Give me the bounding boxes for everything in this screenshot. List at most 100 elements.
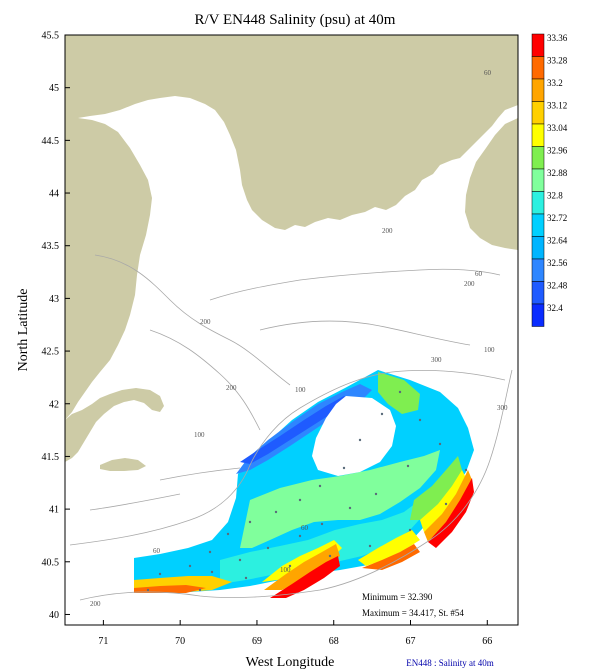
- station-marker: [146, 588, 150, 592]
- contour-label: 300: [431, 356, 442, 364]
- y-tick-label: 44: [49, 189, 59, 200]
- salinity-orange-southwest: [134, 585, 206, 593]
- salinity-field: [134, 370, 474, 598]
- station-marker: [380, 412, 384, 416]
- salinity-red-south-center: [270, 556, 340, 598]
- salinity-yellow-southeast: [420, 470, 466, 532]
- contour-label: 200: [90, 600, 101, 608]
- salinity-yellow-south-center: [262, 540, 342, 582]
- station-marker: [374, 492, 378, 496]
- station-marker: [248, 520, 252, 524]
- y-tick-label: 41: [49, 505, 59, 516]
- y-tick-label: 42: [49, 399, 59, 410]
- colorbar-label: 33.04: [547, 123, 568, 133]
- colorbar-label: 33.12: [547, 101, 567, 111]
- station-marker: [198, 588, 202, 592]
- salinity-red-southeast: [428, 478, 474, 548]
- y-tick-label: 45.5: [42, 31, 60, 42]
- salinity-green-southeast: [410, 456, 462, 520]
- station-marker: [444, 502, 448, 506]
- x-tick-label: 69: [252, 636, 262, 647]
- station-marker: [298, 534, 302, 538]
- colorbar-swatch: [531, 281, 545, 305]
- colorbar-swatch: [531, 303, 545, 327]
- salinity-no-data-center: [312, 396, 396, 476]
- y-tick-label: 43.5: [42, 241, 60, 252]
- station-marker: [418, 418, 422, 422]
- colorbar-label: 33.28: [547, 56, 568, 66]
- station-marker: [342, 466, 346, 470]
- land-new-england: [65, 118, 152, 420]
- contour-labels: 60 200 200 60 200 300 100 200 100 100 30…: [90, 69, 508, 608]
- colorbar-swatch: [531, 101, 545, 125]
- station-marker: [368, 544, 372, 548]
- station-marker: [298, 498, 302, 502]
- plot-area: 60 200 200 60 200 300 100 200 100 100 30…: [65, 35, 518, 625]
- contour-label: 60: [301, 524, 309, 532]
- station-marker: [274, 510, 278, 514]
- y-axis-label: North Latitude: [16, 289, 31, 372]
- station-marker: [358, 438, 362, 442]
- land-islands: [100, 458, 146, 471]
- y-tick-label: 44.5: [42, 136, 60, 147]
- station-markers: [146, 390, 468, 592]
- colorbar-label: 32.56: [547, 258, 568, 268]
- salinity-orange-south-center: [264, 544, 340, 590]
- x-tick-label: 67: [406, 636, 416, 647]
- station-marker: [406, 464, 410, 468]
- map-title: R/V EN448 Salinity (psu) at 40m: [195, 12, 396, 28]
- contour-label: 100: [280, 566, 291, 574]
- contour-label: 100: [295, 386, 306, 394]
- x-axis: 71 70 69 68 67 66: [98, 620, 492, 647]
- contour-label: 200: [226, 384, 237, 392]
- colorbar-swatch: [531, 123, 545, 147]
- colorbar-swatch: [531, 56, 545, 80]
- station-marker: [318, 484, 322, 488]
- y-tick-label: 40.5: [42, 557, 60, 568]
- station-marker: [348, 506, 352, 510]
- colorbar-swatch: [531, 236, 545, 260]
- colorbar-swatch: [531, 168, 545, 192]
- contour-label: 300: [497, 404, 508, 412]
- station-marker: [266, 546, 270, 550]
- station-marker: [408, 528, 412, 532]
- colorbar-swatch: [531, 258, 545, 282]
- station-marker: [210, 570, 214, 574]
- y-tick-label: 42.5: [42, 347, 60, 358]
- plot-frame: [64, 34, 519, 626]
- colorbar-label: 32.48: [547, 281, 568, 291]
- x-tick-label: 70: [175, 636, 185, 647]
- y-tick-label: 40: [49, 610, 59, 621]
- y-tick-label: 43: [49, 294, 59, 305]
- colorbar-label: 33.36: [547, 33, 568, 43]
- salinity-aqua-south: [240, 450, 440, 548]
- colorbar-swatch: [531, 213, 545, 237]
- station-marker: [226, 532, 230, 536]
- colorbar-swatch: [531, 146, 545, 170]
- x-tick-label: 68: [329, 636, 339, 647]
- colorbar-label: 32.96: [547, 146, 568, 156]
- colorbar-label: 33.2: [547, 78, 563, 88]
- y-tick-label: 45: [49, 83, 59, 94]
- contour-label: 200: [464, 280, 475, 288]
- land-cape-cod: [65, 388, 164, 462]
- x-tick-label: 66: [482, 636, 492, 647]
- station-marker: [158, 572, 162, 576]
- contour-label: 60: [153, 547, 161, 555]
- contour-label: 60: [475, 270, 483, 278]
- land-nova-scotia: [465, 118, 518, 250]
- color-scale-legend: 33.36 33.28 33.2 33.12 33.04 32.96 32.88 32.8 32…: [531, 33, 568, 327]
- colorbar-label: 32.88: [547, 168, 568, 178]
- station-marker: [438, 442, 442, 446]
- salinity-dark-blue-edge: [240, 396, 352, 464]
- station-marker: [288, 564, 292, 568]
- land-north-maine: [65, 35, 518, 230]
- x-tick-label: 71: [98, 636, 108, 647]
- colorbar-label: 32.72: [547, 213, 567, 223]
- colorbar-label: 32.64: [547, 236, 568, 246]
- maximum-annotation: Maximum = 34.417, St. #54: [362, 608, 464, 618]
- x-axis-label: West Longitude: [246, 655, 335, 670]
- minimum-annotation: Minimum = 32.390: [362, 592, 433, 602]
- station-marker: [244, 576, 248, 580]
- contour-label: 60: [484, 69, 492, 77]
